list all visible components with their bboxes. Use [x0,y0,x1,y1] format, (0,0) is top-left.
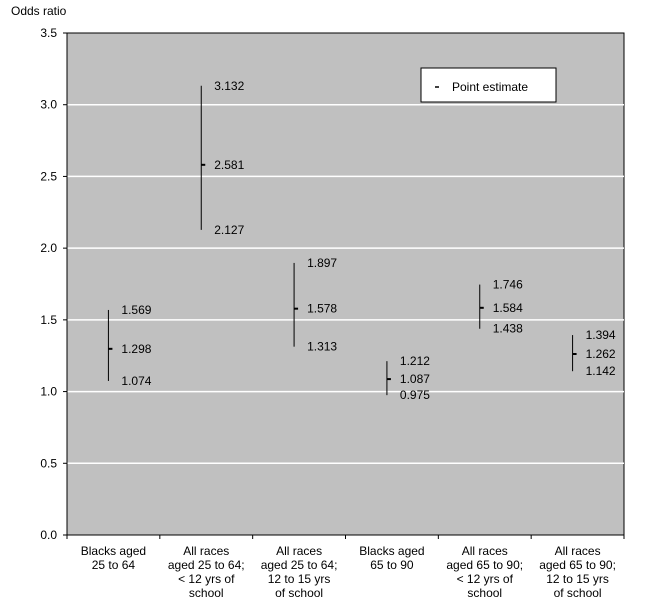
x-category-label: school [189,586,224,600]
legend: Point estimate [420,67,557,103]
point-estimate-label: 2.581 [214,158,244,172]
x-category-label: < 12 yrs of [178,572,235,586]
plot-area [66,32,625,536]
x-category-label: aged 65 to 90; [446,558,523,572]
x-category-label: 25 to 64 [92,558,136,572]
point-estimate-label: 1.584 [493,301,523,315]
upper-bound-label: 1.746 [493,278,523,292]
legend-label: Point estimate [452,80,528,94]
x-category-label: All races [183,544,229,558]
upper-bound-label: 1.897 [307,256,337,270]
lower-bound-label: 1.142 [586,364,616,378]
y-tick-label: 2.5 [40,169,57,183]
point-estimate-label: 1.087 [400,372,430,386]
gridlines [67,103,624,465]
y-tick-label: 1.0 [40,385,57,399]
lower-bound-label: 1.074 [121,374,151,388]
x-category-label: 12 to 15 yrs [268,572,331,586]
point-estimate-label: 1.298 [121,342,151,356]
x-category-label: Blacks aged [359,544,424,558]
y-tick-label: 0.5 [40,456,57,470]
x-category-label: 65 to 90 [370,558,414,572]
point-estimate-label: 1.262 [586,347,616,361]
x-category-label: 12 to 15 yrs [546,572,609,586]
y-axis-label: Odds ratio [11,4,67,18]
x-category-label: aged 25 to 64; [261,558,338,572]
lower-bound-label: 1.313 [307,340,337,354]
x-category-label: aged 25 to 64; [168,558,245,572]
y-axis-ticks: 0.0 0.5 1.0 1.5 2.0 2.5 3.0 3.5 [40,26,68,542]
lower-bound-label: 0.975 [400,388,430,402]
legend-box [420,67,557,103]
x-category-label: All races [276,544,322,558]
x-category-label: aged 65 to 90; [539,558,616,572]
y-tick-label: 0.0 [40,528,57,542]
point-estimate-label: 1.578 [307,302,337,316]
upper-bound-label: 3.132 [214,79,244,93]
y-tick-label: 3.0 [40,98,57,112]
y-tick-label: 2.0 [40,241,57,255]
x-category-label: of school [554,586,602,600]
upper-bound-label: 1.212 [400,354,430,368]
upper-bound-label: 1.569 [121,303,151,317]
lower-bound-label: 2.127 [214,223,244,237]
x-category-label: school [467,586,502,600]
y-tick-label: 1.5 [40,313,57,327]
series-point-estimates: 1.569 1.298 1.074 3.132 2.581 2.127 1.897 1.578… [107,79,616,402]
x-category-label: All races [462,544,508,558]
lower-bound-label: 1.438 [493,322,523,336]
x-category-label: All races [555,544,601,558]
x-category-label: of school [275,586,323,600]
upper-bound-label: 1.394 [586,328,616,342]
x-category-label: Blacks aged [81,544,146,558]
x-category-label: < 12 yrs of [457,572,514,586]
y-tick-label: 3.5 [40,26,57,40]
